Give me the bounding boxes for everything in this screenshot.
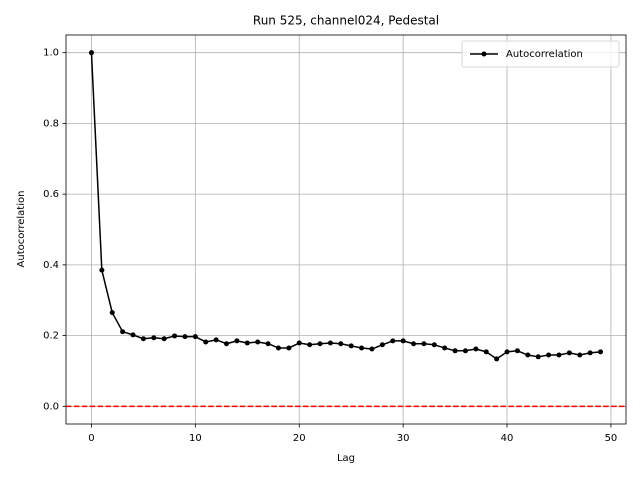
data-point — [192, 334, 198, 340]
x-tick-label: 40 — [501, 433, 514, 444]
data-point — [421, 341, 427, 347]
x-tick-label: 20 — [293, 433, 306, 444]
data-point — [598, 349, 604, 355]
data-point — [213, 337, 219, 343]
data-point — [411, 341, 417, 347]
data-point — [234, 338, 240, 344]
y-tick-label: 0.2 — [43, 331, 59, 342]
data-point — [359, 345, 365, 351]
data-point — [494, 356, 500, 362]
data-point — [400, 338, 406, 344]
data-point — [452, 348, 458, 354]
chart-title: Run 525, channel024, Pedestal — [253, 14, 439, 28]
data-point — [390, 338, 396, 344]
data-point — [566, 350, 572, 356]
data-point — [587, 350, 593, 356]
data-point — [161, 336, 167, 342]
data-point — [182, 334, 188, 340]
data-point — [255, 339, 261, 345]
y-tick-label: 0.4 — [43, 260, 59, 271]
data-point — [265, 341, 271, 347]
data-point — [317, 341, 323, 347]
data-point — [307, 342, 313, 348]
data-point — [120, 329, 126, 335]
data-point — [286, 345, 292, 351]
legend-label: Autocorrelation — [506, 49, 583, 60]
data-point — [88, 50, 94, 56]
plot-frame — [65, 34, 627, 425]
data-point — [130, 332, 136, 338]
data-point — [348, 343, 354, 349]
data-point — [483, 349, 489, 355]
data-point — [203, 339, 209, 345]
x-tick-label: 10 — [189, 433, 202, 444]
data-point — [109, 310, 115, 316]
data-point — [525, 352, 531, 358]
data-point — [504, 349, 510, 355]
y-tick-label: 0.0 — [43, 401, 59, 412]
legend-box — [461, 40, 620, 68]
data-point — [369, 346, 375, 352]
data-point — [224, 341, 230, 347]
data-point — [172, 333, 178, 339]
data-point — [275, 345, 281, 351]
y-tick-label: 0.6 — [43, 189, 59, 200]
data-point — [338, 341, 344, 347]
x-tick-label: 50 — [605, 433, 618, 444]
data-point — [473, 346, 479, 352]
y-tick-label: 0.8 — [43, 118, 59, 129]
x-tick-label: 0 — [88, 433, 94, 444]
data-point — [546, 352, 552, 358]
data-point — [140, 336, 146, 342]
y-axis-label: Autocorrelation — [16, 191, 27, 268]
legend-marker — [481, 51, 487, 57]
data-point — [99, 267, 105, 273]
data-point — [431, 342, 437, 348]
data-point — [379, 342, 385, 348]
data-point — [296, 340, 302, 346]
data-point — [577, 352, 583, 358]
data-point — [442, 345, 448, 351]
data-point — [327, 340, 333, 346]
data-point — [535, 354, 541, 360]
x-axis-label: Lag — [337, 453, 355, 464]
data-point — [244, 340, 250, 346]
x-tick-label: 30 — [397, 433, 410, 444]
y-tick-label: 1.0 — [43, 48, 59, 59]
data-point — [556, 352, 562, 358]
data-point — [462, 348, 468, 354]
data-point — [514, 348, 520, 354]
data-point — [151, 335, 157, 341]
